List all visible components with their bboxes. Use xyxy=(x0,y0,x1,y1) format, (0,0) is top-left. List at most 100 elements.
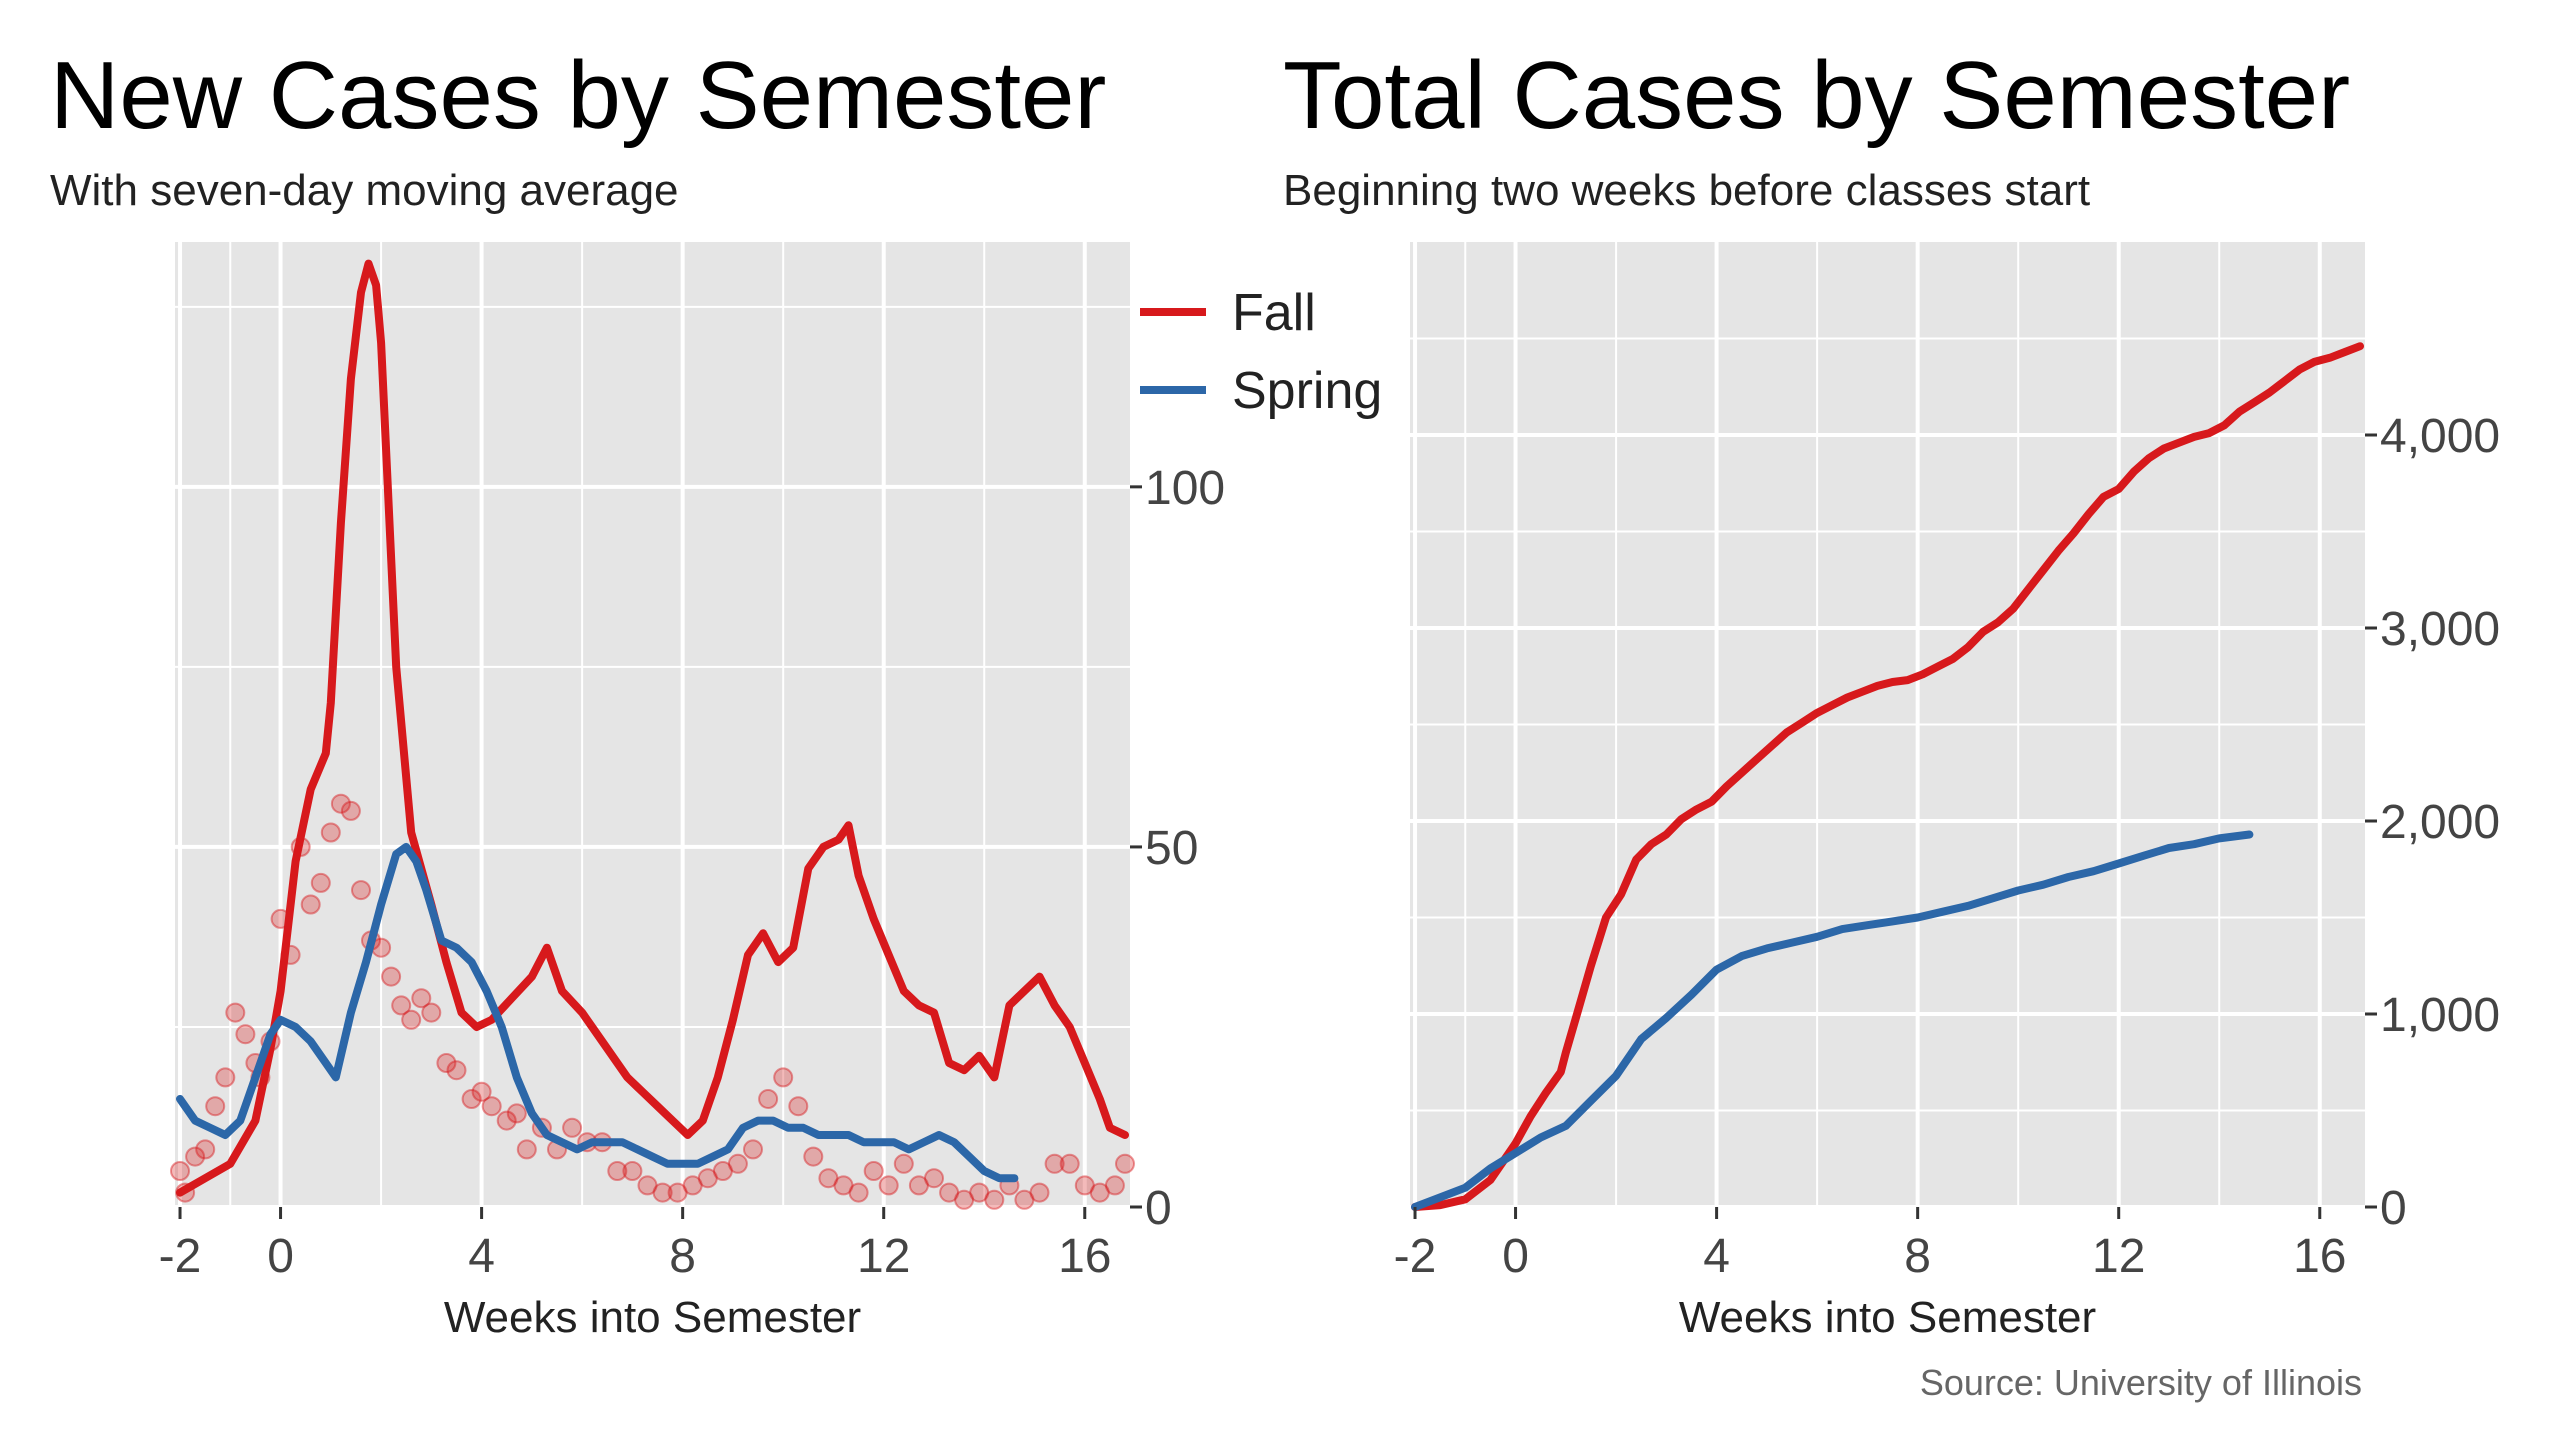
data-point-fall xyxy=(391,995,412,1016)
y-tick-label: 100 xyxy=(1145,462,1225,515)
data-point-fall xyxy=(330,793,351,814)
x-tick-label: 8 xyxy=(669,1230,696,1283)
data-point-fall xyxy=(300,894,321,915)
data-point-fall xyxy=(235,1024,256,1045)
data-point-fall xyxy=(471,1081,492,1102)
x-tick-label: 8 xyxy=(1904,1230,1931,1283)
data-point-fall xyxy=(1104,1175,1125,1196)
data-point-fall xyxy=(1044,1153,1065,1174)
data-point-fall xyxy=(411,988,432,1009)
x-tick-label: 12 xyxy=(857,1230,910,1283)
chart-title: Total Cases by Semester xyxy=(1283,42,2350,149)
data-point-fall xyxy=(758,1089,779,1109)
y-tick-label: 1,000 xyxy=(2380,989,2500,1042)
data-point-fall xyxy=(225,1002,246,1023)
data-point-fall xyxy=(496,1110,517,1131)
x-tick-label: -2 xyxy=(159,1230,202,1283)
data-point-fall xyxy=(1059,1153,1080,1174)
data-point-fall xyxy=(516,1139,537,1160)
data-point-fall xyxy=(697,1168,718,1189)
x-axis-label: Weeks into Semester xyxy=(444,1293,861,1342)
x-tick-label: 16 xyxy=(2293,1230,2346,1283)
data-point-fall xyxy=(351,880,371,901)
data-point-fall xyxy=(682,1175,703,1196)
series-line-spring xyxy=(1411,830,2254,1211)
y-tick-label: 2,000 xyxy=(2380,796,2500,849)
series-line-spring xyxy=(176,842,1019,1183)
data-point-fall xyxy=(381,966,402,987)
data-point-fall xyxy=(421,1002,442,1023)
legend-label-spring: Spring xyxy=(1232,362,1382,420)
data-point-fall xyxy=(205,1096,226,1117)
data-point-fall xyxy=(401,1009,422,1030)
data-point-fall xyxy=(446,1060,467,1081)
data-point-fall xyxy=(320,822,341,843)
x-tick-label: 4 xyxy=(1703,1230,1730,1283)
legend-label-fall: Fall xyxy=(1232,284,1316,342)
total-cases-panel: Total Cases by Semester Beginning two wee… xyxy=(1283,42,2500,1342)
data-point-fall xyxy=(908,1175,929,1196)
data-point-fall xyxy=(310,872,331,893)
data-point-fall xyxy=(170,1161,190,1181)
data-point-fall xyxy=(939,1182,960,1203)
data-point-fall xyxy=(833,1175,854,1196)
data-point-fall xyxy=(1074,1175,1095,1196)
chart-subtitle: Beginning two weeks before classes start xyxy=(1283,166,2090,215)
y-tick-label: 4,000 xyxy=(2380,410,2500,463)
chart-title: New Cases by Semester xyxy=(50,42,1106,149)
data-point-fall xyxy=(461,1089,482,1109)
data-point-fall xyxy=(727,1153,748,1174)
data-point-fall xyxy=(481,1096,502,1117)
data-point-fall xyxy=(954,1189,975,1210)
y-tick-label: 3,000 xyxy=(2380,603,2500,656)
data-point-fall xyxy=(1089,1182,1110,1203)
data-point-fall xyxy=(185,1146,206,1167)
data-point-fall xyxy=(667,1182,688,1203)
series-line-fall xyxy=(176,259,1129,1197)
data-point-fall xyxy=(924,1168,944,1189)
data-point-fall xyxy=(652,1182,673,1203)
x-tick-label: 0 xyxy=(267,1230,294,1283)
y-tick-label: 0 xyxy=(2380,1182,2407,1235)
data-point-fall xyxy=(848,1182,869,1203)
data-point-fall xyxy=(818,1168,839,1189)
data-point-fall xyxy=(788,1096,809,1117)
y-tick-label: 50 xyxy=(1145,822,1198,875)
data-point-fall xyxy=(506,1103,527,1124)
data-point-fall xyxy=(622,1161,643,1181)
x-axis-label: Weeks into Semester xyxy=(1679,1293,2096,1342)
legend: Fall Spring xyxy=(1140,284,1382,420)
data-point-fall xyxy=(878,1175,899,1196)
data-point-fall xyxy=(863,1161,884,1181)
data-point-fall xyxy=(743,1139,763,1160)
data-point-fall xyxy=(607,1161,628,1181)
data-point-fall xyxy=(562,1117,583,1138)
plot-panel xyxy=(175,242,1130,1207)
data-point-fall xyxy=(969,1182,990,1203)
data-point-fall xyxy=(195,1139,216,1160)
x-tick-label: -2 xyxy=(1394,1230,1437,1283)
x-tick-label: 16 xyxy=(1058,1230,1111,1283)
data-point-fall xyxy=(436,1053,457,1073)
data-point-fall xyxy=(773,1067,794,1088)
data-point-fall xyxy=(1029,1182,1050,1203)
data-point-fall xyxy=(637,1175,658,1196)
source-note: Source: University of Illinois xyxy=(1920,1362,2362,1403)
data-point-fall xyxy=(1115,1153,1135,1174)
new-cases-panel: New Cases by Semester With seven-day movi… xyxy=(50,42,1382,1342)
data-point-fall xyxy=(984,1189,1005,1210)
data-point-fall xyxy=(803,1146,824,1167)
x-tick-label: 12 xyxy=(2092,1230,2145,1283)
data-point-fall xyxy=(893,1153,914,1174)
data-point-fall xyxy=(712,1161,733,1181)
data-point-fall xyxy=(340,800,361,821)
data-point-fall xyxy=(1014,1189,1035,1210)
data-point-fall xyxy=(215,1067,236,1088)
y-tick-label: 0 xyxy=(1145,1182,1172,1235)
x-tick-label: 0 xyxy=(1502,1230,1529,1283)
x-tick-label: 4 xyxy=(468,1230,495,1283)
chart-subtitle: With seven-day moving average xyxy=(50,166,679,215)
series-line-fall xyxy=(1411,342,2364,1211)
